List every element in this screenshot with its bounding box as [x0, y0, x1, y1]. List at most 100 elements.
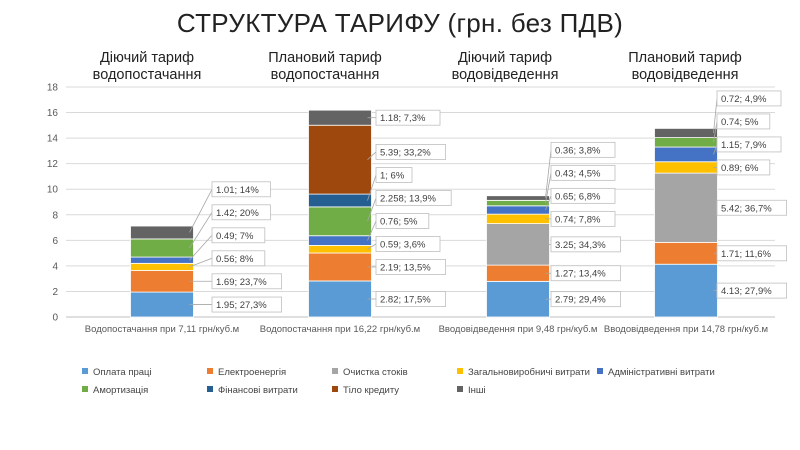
data-label: 1.18; 7,3%	[380, 113, 426, 124]
data-label-box	[375, 167, 413, 183]
data-label: 5.42; 36,7%	[721, 203, 772, 214]
data-label: 2.258; 13,9%	[380, 193, 437, 204]
caption-line: водовідведення	[451, 67, 559, 83]
legend-item: Амортизація	[82, 385, 148, 396]
caption-4: Плановий тариф водовідведення	[610, 50, 760, 84]
bar-segment	[654, 161, 718, 174]
y-tick-label: 10	[47, 185, 59, 196]
data-label-box	[550, 236, 621, 253]
data-label-box	[550, 164, 616, 181]
y-tick-label: 4	[52, 261, 58, 272]
x-category-label: Водопостачання при 7,11 грн/куб.м	[85, 324, 239, 335]
data-label: 1; 6%	[380, 170, 405, 181]
bar-segment	[308, 193, 372, 208]
y-tick-label: 12	[47, 159, 59, 170]
legend-swatch	[207, 386, 213, 392]
bar-segment	[130, 256, 194, 264]
caption-line: Плановий тариф	[268, 50, 382, 66]
data-label: 0.74; 7,8%	[555, 214, 601, 225]
data-label-box	[375, 144, 446, 160]
data-label: 0.76; 5%	[380, 216, 418, 227]
data-label: 1.27; 13,4%	[555, 269, 606, 280]
data-label: 2.79; 29,4%	[555, 295, 606, 306]
data-label: 1.69; 23,7%	[216, 277, 267, 288]
legend-swatch	[82, 368, 88, 374]
caption-line: Плановий тариф	[628, 50, 742, 66]
data-label-box	[375, 213, 430, 229]
legend-label: Адміністративні витрати	[608, 367, 715, 378]
data-label: 3.25; 34,3%	[555, 240, 606, 251]
label-leader-line	[367, 151, 377, 160]
caption-2: Плановий тариф водопостачання	[250, 50, 400, 84]
data-label: 1.95; 27,3%	[216, 300, 267, 311]
y-tick-label: 18	[47, 83, 59, 94]
legend-item: Фінансові витрати	[207, 385, 298, 396]
legend-swatch	[457, 386, 463, 392]
data-label: 0.65; 6,8%	[555, 191, 601, 202]
bar-segment	[486, 205, 550, 215]
data-label-box	[716, 113, 771, 130]
data-label-box	[211, 296, 282, 313]
y-tick-label: 2	[52, 287, 58, 298]
data-label: 0.72; 4,9%	[721, 94, 767, 105]
y-tick-label: 6	[52, 236, 58, 247]
bar-segment	[130, 225, 194, 240]
legend-label: Фінансові витрати	[218, 385, 298, 396]
legend-label: Електроенергія	[218, 367, 287, 378]
legend-label: Інші	[468, 385, 486, 396]
data-label: 0.89; 6%	[721, 163, 759, 174]
bar-segment	[308, 206, 372, 237]
data-label-box	[716, 159, 771, 176]
bar-segment	[654, 241, 718, 265]
data-label: 0.36; 3,8%	[555, 145, 601, 156]
data-label-box	[716, 199, 787, 216]
data-label: 1.01; 14%	[216, 185, 259, 196]
data-label-box	[375, 190, 452, 206]
bar-segment	[654, 137, 718, 148]
data-label-box	[550, 187, 616, 204]
bar-segment	[130, 262, 194, 271]
bar-segment	[486, 280, 550, 318]
y-tick-label: 14	[47, 134, 59, 145]
label-leader-line	[189, 189, 213, 233]
bar-segment	[130, 270, 194, 293]
data-label: 0.56; 8%	[216, 254, 254, 265]
label-leader-line	[545, 149, 552, 199]
caption-3: Діючий тариф водовідведення	[430, 50, 580, 84]
legend-label: Оплата праці	[93, 367, 152, 378]
bar-segment	[308, 235, 372, 246]
legend-swatch	[207, 368, 213, 374]
legend-item: Загальновиробничі витрати	[457, 367, 590, 378]
data-label-box	[211, 204, 271, 221]
bar-segment	[486, 213, 550, 224]
caption-line: водопостачання	[270, 67, 380, 83]
label-leader-line	[545, 195, 552, 211]
legend-swatch	[332, 368, 338, 374]
caption-line: водопостачання	[92, 67, 202, 83]
data-label-box	[716, 136, 782, 153]
data-label-box	[550, 141, 616, 158]
bar-segment	[486, 199, 550, 207]
bar-segment	[308, 124, 372, 195]
data-label-box	[375, 259, 446, 275]
bar-segment	[654, 263, 718, 318]
data-label-box	[550, 291, 621, 308]
data-label-box	[211, 273, 282, 290]
label-leader-line	[367, 174, 377, 201]
bar-segment	[486, 223, 550, 266]
data-label: 1.42; 20%	[216, 208, 259, 219]
label-leader-line	[713, 121, 718, 143]
bar-segment	[654, 127, 718, 138]
bar-segment	[486, 195, 550, 201]
legend-item: Електроенергія	[207, 367, 286, 378]
data-label: 0.43; 4,5%	[555, 168, 601, 179]
bar-segment	[654, 172, 718, 243]
bar-segment	[308, 280, 372, 318]
legend-label: Очистка стоків	[343, 367, 408, 378]
bar-segment	[308, 245, 372, 254]
data-label: 0.74; 5%	[721, 117, 759, 128]
data-label-box	[550, 210, 616, 227]
data-label: 2.82; 17,5%	[380, 294, 431, 305]
legend-item: Адміністративні витрати	[597, 367, 715, 378]
label-leader-line	[713, 144, 718, 155]
